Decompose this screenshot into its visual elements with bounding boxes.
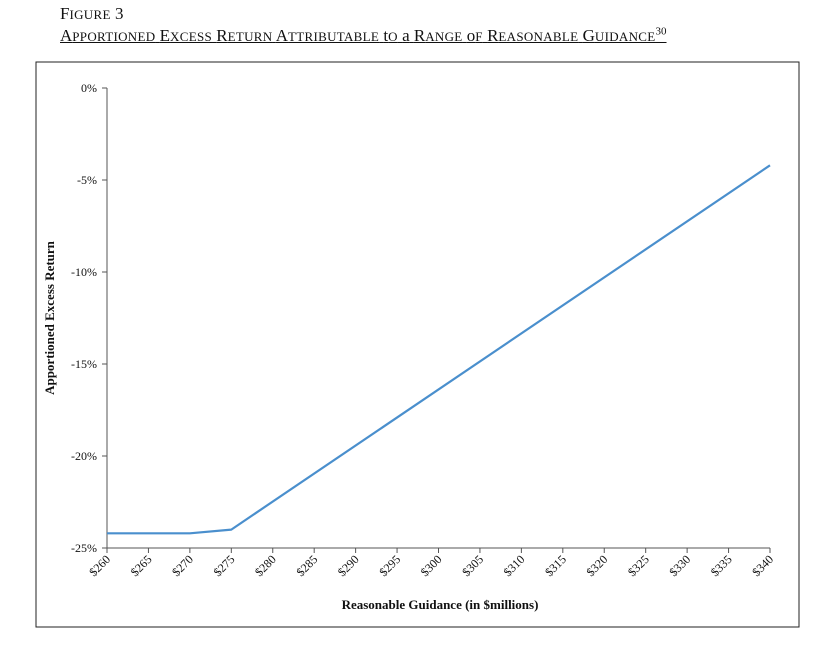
y-tick-label: -20% bbox=[71, 449, 97, 463]
y-tick-label: -5% bbox=[77, 173, 97, 187]
x-tick-label: $320 bbox=[584, 552, 611, 579]
x-tick-label: $310 bbox=[501, 552, 528, 579]
y-tick-label: -15% bbox=[71, 357, 97, 371]
x-tick-label: $340 bbox=[749, 552, 776, 579]
x-tick-label: $260 bbox=[86, 552, 113, 579]
x-tick-label: $330 bbox=[666, 552, 693, 579]
x-axis-ticks: $260 $265 $270 $275 $280 $285 $290 $295 $300 $305… bbox=[86, 548, 776, 579]
figure-title-text: APPORTIONED EXCESS RETURN ATTRIBUTABLE t… bbox=[60, 26, 656, 45]
y-tick-label: -10% bbox=[71, 265, 97, 279]
x-tick-label: $335 bbox=[708, 552, 735, 579]
y-axis-label: Apportioned Excess Return bbox=[42, 240, 57, 395]
chart-frame bbox=[35, 61, 800, 628]
x-tick-label: $300 bbox=[418, 552, 445, 579]
figure-title: APPORTIONED EXCESS RETURN ATTRIBUTABLE t… bbox=[60, 26, 667, 47]
x-tick-label: $315 bbox=[542, 552, 569, 579]
x-tick-label: $265 bbox=[128, 552, 155, 579]
x-tick-label: $325 bbox=[625, 552, 652, 579]
x-tick-label: $295 bbox=[376, 552, 403, 579]
y-tick-label: 0% bbox=[81, 81, 97, 95]
x-tick-label: $275 bbox=[211, 552, 238, 579]
x-tick-label: $305 bbox=[459, 552, 486, 579]
figure-footnote-marker: 30 bbox=[655, 25, 667, 38]
y-axis-ticks: 0% -5% -10% -15% -20% -25% bbox=[71, 81, 107, 555]
series-layer bbox=[107, 164, 771, 535]
x-axis-label: Reasonable Guidance (in $millions) bbox=[342, 597, 539, 612]
series-line bbox=[107, 164, 771, 535]
y-tick-label: -25% bbox=[71, 541, 97, 555]
x-tick-label: $285 bbox=[293, 552, 320, 579]
figure-label-text: FIGURE 3 bbox=[60, 4, 124, 23]
x-tick-label: $280 bbox=[252, 552, 279, 579]
figure-label: FIGURE 3 bbox=[60, 4, 123, 25]
x-tick-label: $290 bbox=[335, 552, 362, 579]
x-tick-label: $270 bbox=[169, 552, 196, 579]
